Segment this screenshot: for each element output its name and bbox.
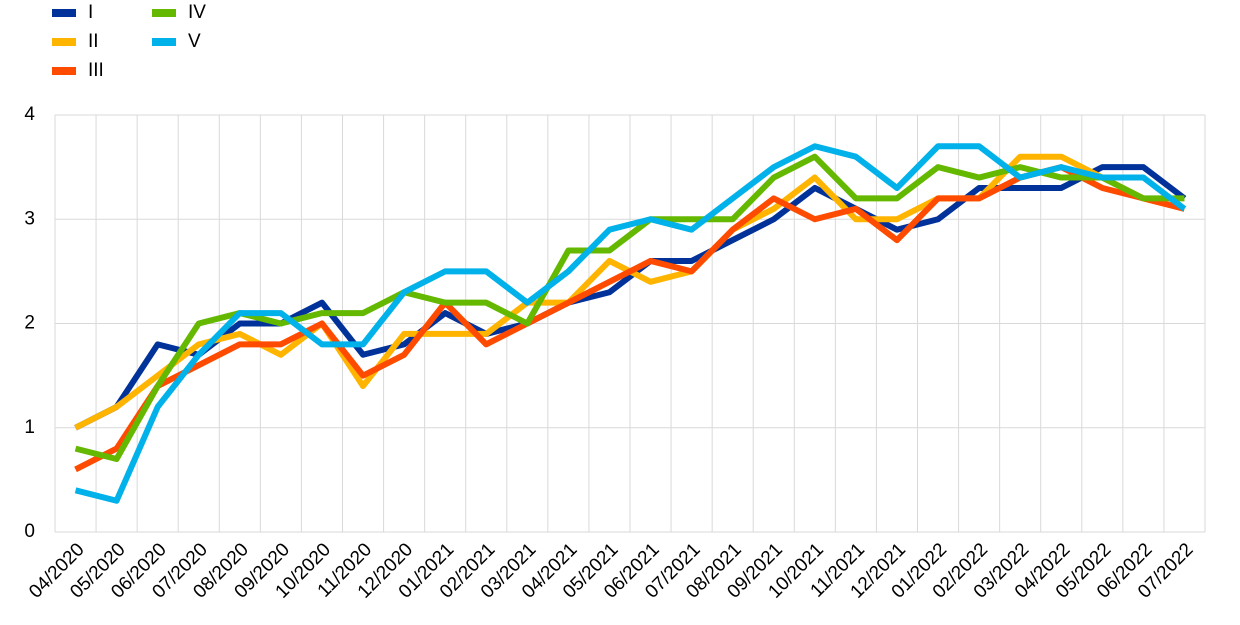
series-line <box>74 143 1187 504</box>
legend-label: III <box>88 60 104 81</box>
y-tick-label: 0 <box>24 521 35 542</box>
legend-swatch <box>52 38 76 46</box>
series-line <box>74 164 1186 473</box>
legend-label: V <box>188 31 201 52</box>
y-tick-label: 1 <box>24 417 35 438</box>
legend-swatch <box>152 9 176 17</box>
series-line <box>74 153 1185 463</box>
legend-swatch <box>52 9 76 17</box>
y-tick-label: 4 <box>24 104 35 125</box>
legend-swatch <box>52 67 76 75</box>
y-tick-label: 3 <box>24 208 35 229</box>
legend-swatch <box>152 38 176 46</box>
legend-label: II <box>88 31 99 52</box>
y-tick-label: 2 <box>24 313 35 334</box>
legend-label: IV <box>188 2 206 23</box>
legend-label: I <box>88 2 93 23</box>
